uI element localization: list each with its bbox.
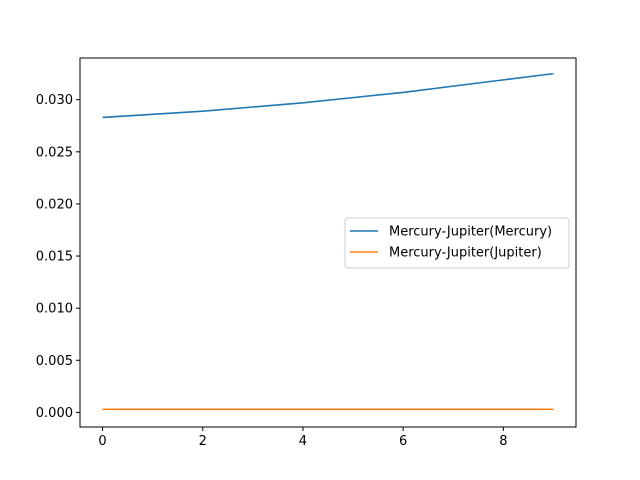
- x-tick-label: 6: [399, 434, 407, 449]
- legend-box: [344, 217, 570, 269]
- y-tick-label: 0.010: [36, 302, 73, 317]
- y-axis: 0.000 0.005 0.010 0.015 0.020 0.025 0.030: [36, 93, 80, 421]
- x-tick-label: 8: [499, 434, 507, 449]
- y-tick-label: 0.020: [36, 197, 73, 212]
- legend: Mercury-Jupiter(Mercury) Mercury-Jupiter(…: [344, 217, 570, 269]
- x-tick-label: 0: [98, 434, 106, 449]
- plot-frame: [79, 57, 577, 428]
- x-tick-label: 2: [199, 434, 207, 449]
- y-tick-label: 0.030: [36, 93, 73, 108]
- x-axis: 0 2 4 6 8: [98, 427, 507, 449]
- y-tick-label: 0.025: [36, 145, 73, 160]
- x-tick-label: 4: [299, 434, 307, 449]
- series-layer: [102, 72, 554, 411]
- y-tick-label: 0.015: [36, 250, 73, 265]
- series-line-0: [102, 72, 554, 119]
- y-tick-label: 0.000: [36, 406, 73, 421]
- y-tick-label: 0.005: [36, 354, 73, 369]
- legend-label-0: Mercury-Jupiter(Mercury): [389, 225, 552, 240]
- legend-label-1: Mercury-Jupiter(Jupiter): [389, 246, 542, 261]
